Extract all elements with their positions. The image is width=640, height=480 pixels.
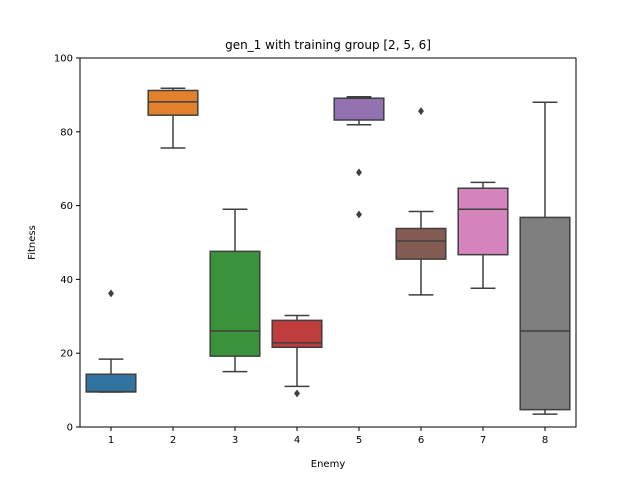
x-axis-label: Enemy (311, 459, 346, 470)
box (85, 373, 137, 393)
x-tick-label: 1 (108, 435, 114, 446)
x-tick-label: 2 (170, 435, 176, 446)
chart-title: gen_1 with training group [2, 5, 6] (225, 38, 431, 52)
plot-area (85, 87, 571, 415)
x-axis: 1 2 3 4 5 6 7 8 (108, 427, 548, 446)
y-tick-label: 0 (67, 423, 73, 434)
x-tick-label: 4 (294, 435, 300, 446)
y-tick-label: 100 (54, 54, 73, 65)
box-group-7 (457, 181, 509, 290)
outlier-point (293, 389, 301, 398)
outlier-point (355, 168, 363, 177)
outlier-point (417, 107, 425, 116)
y-tick-label: 20 (60, 349, 73, 360)
x-tick-label: 8 (542, 435, 548, 446)
box-group-5 (333, 95, 385, 219)
x-tick-label: 5 (356, 435, 362, 446)
y-tick-label: 40 (60, 275, 73, 286)
y-axis-label: Fitness (27, 225, 38, 260)
plot-frame (79, 57, 577, 428)
box (147, 89, 199, 116)
box (333, 97, 385, 121)
x-tick-label: 7 (480, 435, 486, 446)
box-group-2 (147, 87, 199, 149)
box-group-3 (209, 208, 261, 373)
box (457, 187, 509, 256)
box (395, 227, 447, 260)
y-tick-label: 60 (60, 201, 73, 212)
x-tick-label: 6 (418, 435, 424, 446)
y-tick-label: 80 (60, 127, 73, 138)
box-group-8 (519, 101, 571, 415)
y-axis: 0 20 40 60 80 100 (54, 54, 80, 434)
outlier-point (355, 210, 363, 219)
box (519, 216, 571, 411)
outlier-point (107, 289, 115, 298)
box (209, 250, 261, 357)
box-group-4 (271, 314, 323, 398)
box-group-6 (395, 107, 447, 296)
x-tick-label: 3 (232, 435, 238, 446)
box-group-1 (85, 289, 137, 393)
